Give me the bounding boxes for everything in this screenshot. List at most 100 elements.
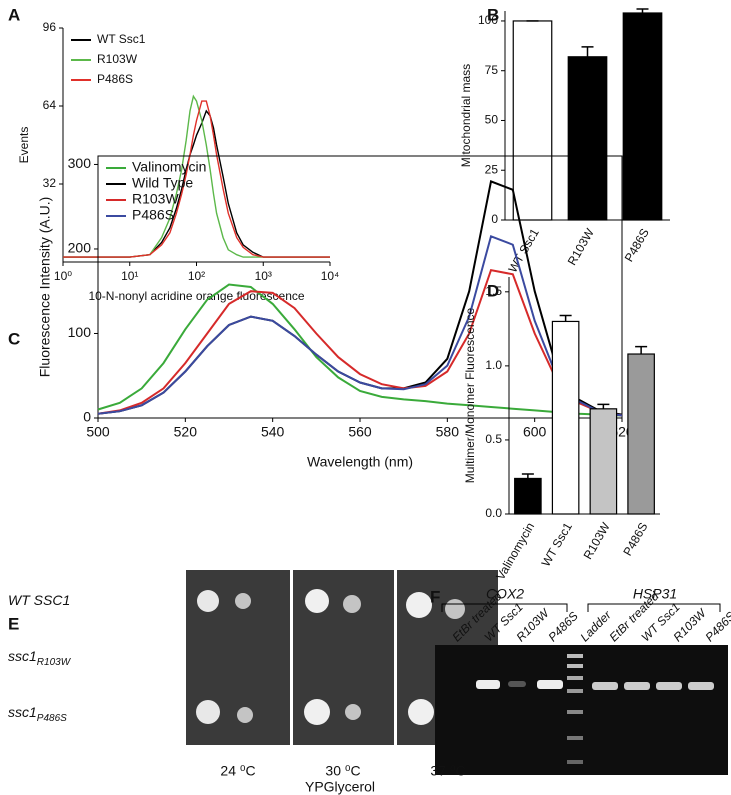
panel-label: A (8, 5, 20, 24)
series-line (97, 234, 623, 417)
ladder-band (567, 664, 583, 668)
x-tick-label: R103W (565, 226, 597, 268)
series-line (63, 100, 330, 258)
lane-label: Ladder (577, 607, 614, 644)
error-bar (581, 46, 594, 57)
y-tick-label: 1.5 (485, 284, 502, 298)
ladder-band (567, 736, 583, 740)
colony (237, 707, 253, 723)
error-bar (636, 8, 649, 13)
bar (551, 320, 580, 515)
row-label-sub: R103W (37, 657, 72, 668)
ladder-band (567, 760, 583, 764)
lane-label: P486S (545, 609, 580, 644)
x-axis-label: 10-N-nonyl acridine orange fluorescence (88, 289, 304, 303)
y-tick-label: 64 (43, 98, 57, 112)
legend-label: WT Ssc1 (97, 32, 146, 46)
legend-label: P486S (132, 207, 174, 223)
x-tick-label: 540 (261, 424, 285, 440)
band (656, 682, 682, 690)
band (624, 682, 650, 690)
x-axis-label: Wavelength (nm) (307, 454, 413, 470)
row-label-base: ssc1 (8, 704, 37, 720)
colony (345, 704, 361, 720)
y-tick-label: 0.5 (485, 432, 502, 446)
y-tick-label: 32 (43, 176, 57, 190)
y-tick-label: 50 (485, 113, 499, 127)
colony (445, 599, 465, 619)
x-tick-label: WT Ssc1 (539, 520, 576, 569)
group-label: COX2 (486, 586, 524, 602)
group-label: HSP31 (633, 586, 677, 602)
legend-label: Wild Type (132, 175, 193, 191)
row-label: ssc1P486S (8, 704, 67, 724)
x-tick-label: 580 (436, 424, 460, 440)
y-axis-label: Mitochondrial mass (459, 64, 473, 167)
row-label-base: WT SSC1 (8, 592, 70, 608)
colony (408, 699, 434, 725)
x-tick-label: 520 (174, 424, 198, 440)
colony (304, 699, 330, 725)
y-tick-label: 0 (491, 212, 498, 226)
y-tick-label: 0.0 (485, 506, 502, 520)
y-tick-label: 0 (83, 409, 91, 425)
x-tick-label: P486S (622, 226, 652, 264)
x-tick-label: 10¹ (121, 269, 138, 283)
bracket (441, 603, 568, 612)
band (537, 680, 563, 689)
colony (196, 700, 220, 724)
row-label-base: ssc1 (8, 648, 37, 664)
ladder-band (567, 689, 583, 693)
series-line (97, 283, 623, 417)
bar (589, 408, 618, 515)
ladder-band (567, 676, 583, 680)
series-line (97, 268, 623, 417)
colony (406, 592, 432, 618)
gel (435, 603, 728, 775)
bar (512, 20, 553, 221)
medium-label: YPGlycerol (305, 779, 375, 795)
panel-label: E (8, 614, 19, 633)
band (688, 682, 714, 690)
legend-label: Valinomycin (132, 159, 206, 175)
panel-label: C (8, 329, 20, 348)
series-line (63, 94, 330, 258)
error-bar (559, 314, 572, 322)
x-tick-label: 560 (348, 424, 372, 440)
band (592, 682, 618, 690)
bar (514, 477, 542, 515)
colony (305, 589, 329, 613)
error-bar (597, 403, 610, 409)
bar (627, 353, 655, 515)
colony (235, 593, 251, 609)
x-tick-label: Valinomycin (493, 520, 537, 582)
x-tick-label: 10⁴ (321, 269, 340, 283)
legend-label: P486S (97, 72, 133, 86)
ladder-band (567, 654, 583, 658)
y-tick-label: 100 (478, 13, 498, 27)
bar (622, 12, 663, 221)
x-tick-label: R103W (581, 520, 613, 562)
row-label: ssc1R103W (8, 648, 72, 668)
x-tick-label: WT Ssc1 (505, 226, 542, 275)
y-tick-label: 1.0 (485, 358, 502, 372)
column-label: 24 ⁰C (220, 763, 255, 779)
column-label: 37 ⁰C (430, 763, 465, 779)
colony (343, 595, 361, 613)
y-axis-label: Fluorescence Intensity (A.U.) (37, 197, 53, 378)
y-tick-label: 25 (485, 162, 499, 176)
error-bar (521, 473, 534, 479)
y-tick-label: 100 (68, 324, 92, 340)
row-label: WT SSC1 (8, 592, 70, 608)
x-tick-label: 10³ (255, 269, 272, 283)
bar (567, 56, 608, 221)
x-tick-label: P486S (620, 520, 650, 558)
y-tick-label: 300 (68, 155, 92, 171)
y-axis-label: Multimer/Monomer Fluorescence (463, 307, 477, 483)
x-tick-label: 10² (188, 269, 205, 283)
error-bar (635, 345, 648, 355)
row-label-sub: P486S (37, 713, 67, 724)
series-line (63, 109, 330, 258)
legend-label: R103W (132, 191, 179, 207)
